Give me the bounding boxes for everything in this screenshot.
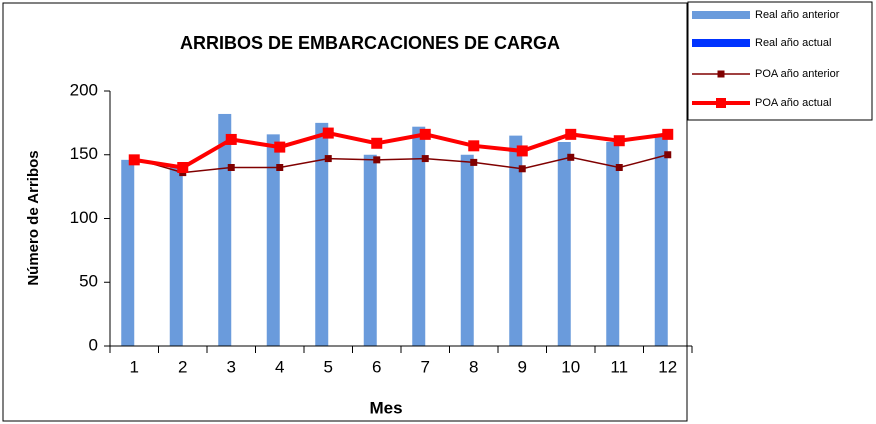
- marker: [225, 133, 237, 145]
- bar: [654, 136, 668, 346]
- bar: [509, 135, 523, 346]
- chart-title: ARRIBOS DE EMBARCACIONES DE CARGA: [179, 33, 561, 53]
- bar: [412, 126, 426, 346]
- legend-label: POA año anterior: [755, 68, 840, 80]
- x-tick-label: 7: [421, 357, 430, 376]
- bar: [363, 154, 377, 346]
- legend-swatch: [692, 39, 750, 47]
- legend-label: Real año actual: [755, 37, 831, 49]
- chart-border: [2, 2, 688, 422]
- y-tick-label: 50: [79, 272, 98, 291]
- marker: [419, 128, 431, 140]
- x-tick-label: 10: [561, 357, 580, 376]
- x-tick-label: 6: [372, 357, 381, 376]
- bar: [218, 113, 232, 346]
- marker: [664, 151, 672, 159]
- legend-swatch: [692, 11, 750, 19]
- marker: [615, 164, 623, 171]
- line: [133, 131, 669, 170]
- x-tick-label: 3: [227, 357, 236, 376]
- marker: [613, 135, 625, 147]
- bar: [266, 134, 280, 346]
- y-tick-label: 200: [70, 80, 98, 99]
- marker: [324, 155, 332, 163]
- bar: [606, 142, 620, 346]
- x-tick-label: 2: [178, 357, 187, 376]
- marker: [518, 165, 526, 173]
- line: [134, 154, 668, 174]
- marker: [470, 158, 478, 166]
- marker: [128, 154, 140, 166]
- x-tick-label: 5: [324, 357, 333, 376]
- marker: [421, 155, 429, 163]
- x-tick-label: 12: [658, 357, 677, 376]
- bar: [460, 154, 474, 346]
- marker: [468, 140, 480, 152]
- x-tick-label: 11: [610, 357, 628, 376]
- marker: [371, 137, 383, 149]
- legend-marker: [716, 98, 726, 108]
- bar: [169, 167, 183, 346]
- marker: [274, 141, 286, 153]
- x-tick-label: 9: [518, 357, 527, 376]
- x-tick-label: 8: [469, 357, 478, 376]
- marker: [662, 128, 674, 140]
- marker: [322, 127, 334, 139]
- legend-marker: [717, 70, 725, 78]
- y-tick-label: 150: [70, 144, 98, 163]
- x-tick-label: 4: [275, 357, 284, 376]
- bar: [557, 142, 571, 346]
- y-tick-label: 100: [70, 208, 98, 227]
- marker: [227, 164, 235, 171]
- marker: [373, 156, 381, 164]
- legend-label: Real año anterior: [755, 9, 840, 21]
- x-axis-label: Mes: [369, 398, 402, 417]
- marker: [177, 162, 189, 173]
- marker: [565, 128, 577, 140]
- bar: [315, 122, 329, 346]
- bar: [121, 159, 135, 346]
- marker: [276, 164, 284, 171]
- marker: [516, 145, 528, 157]
- marker: [567, 153, 575, 161]
- x-tick-label: 1: [130, 357, 139, 376]
- y-axis-label: Número de Arribos: [25, 150, 42, 285]
- y-tick-label: 0: [89, 335, 98, 354]
- legend-label: POA año actual: [755, 97, 831, 109]
